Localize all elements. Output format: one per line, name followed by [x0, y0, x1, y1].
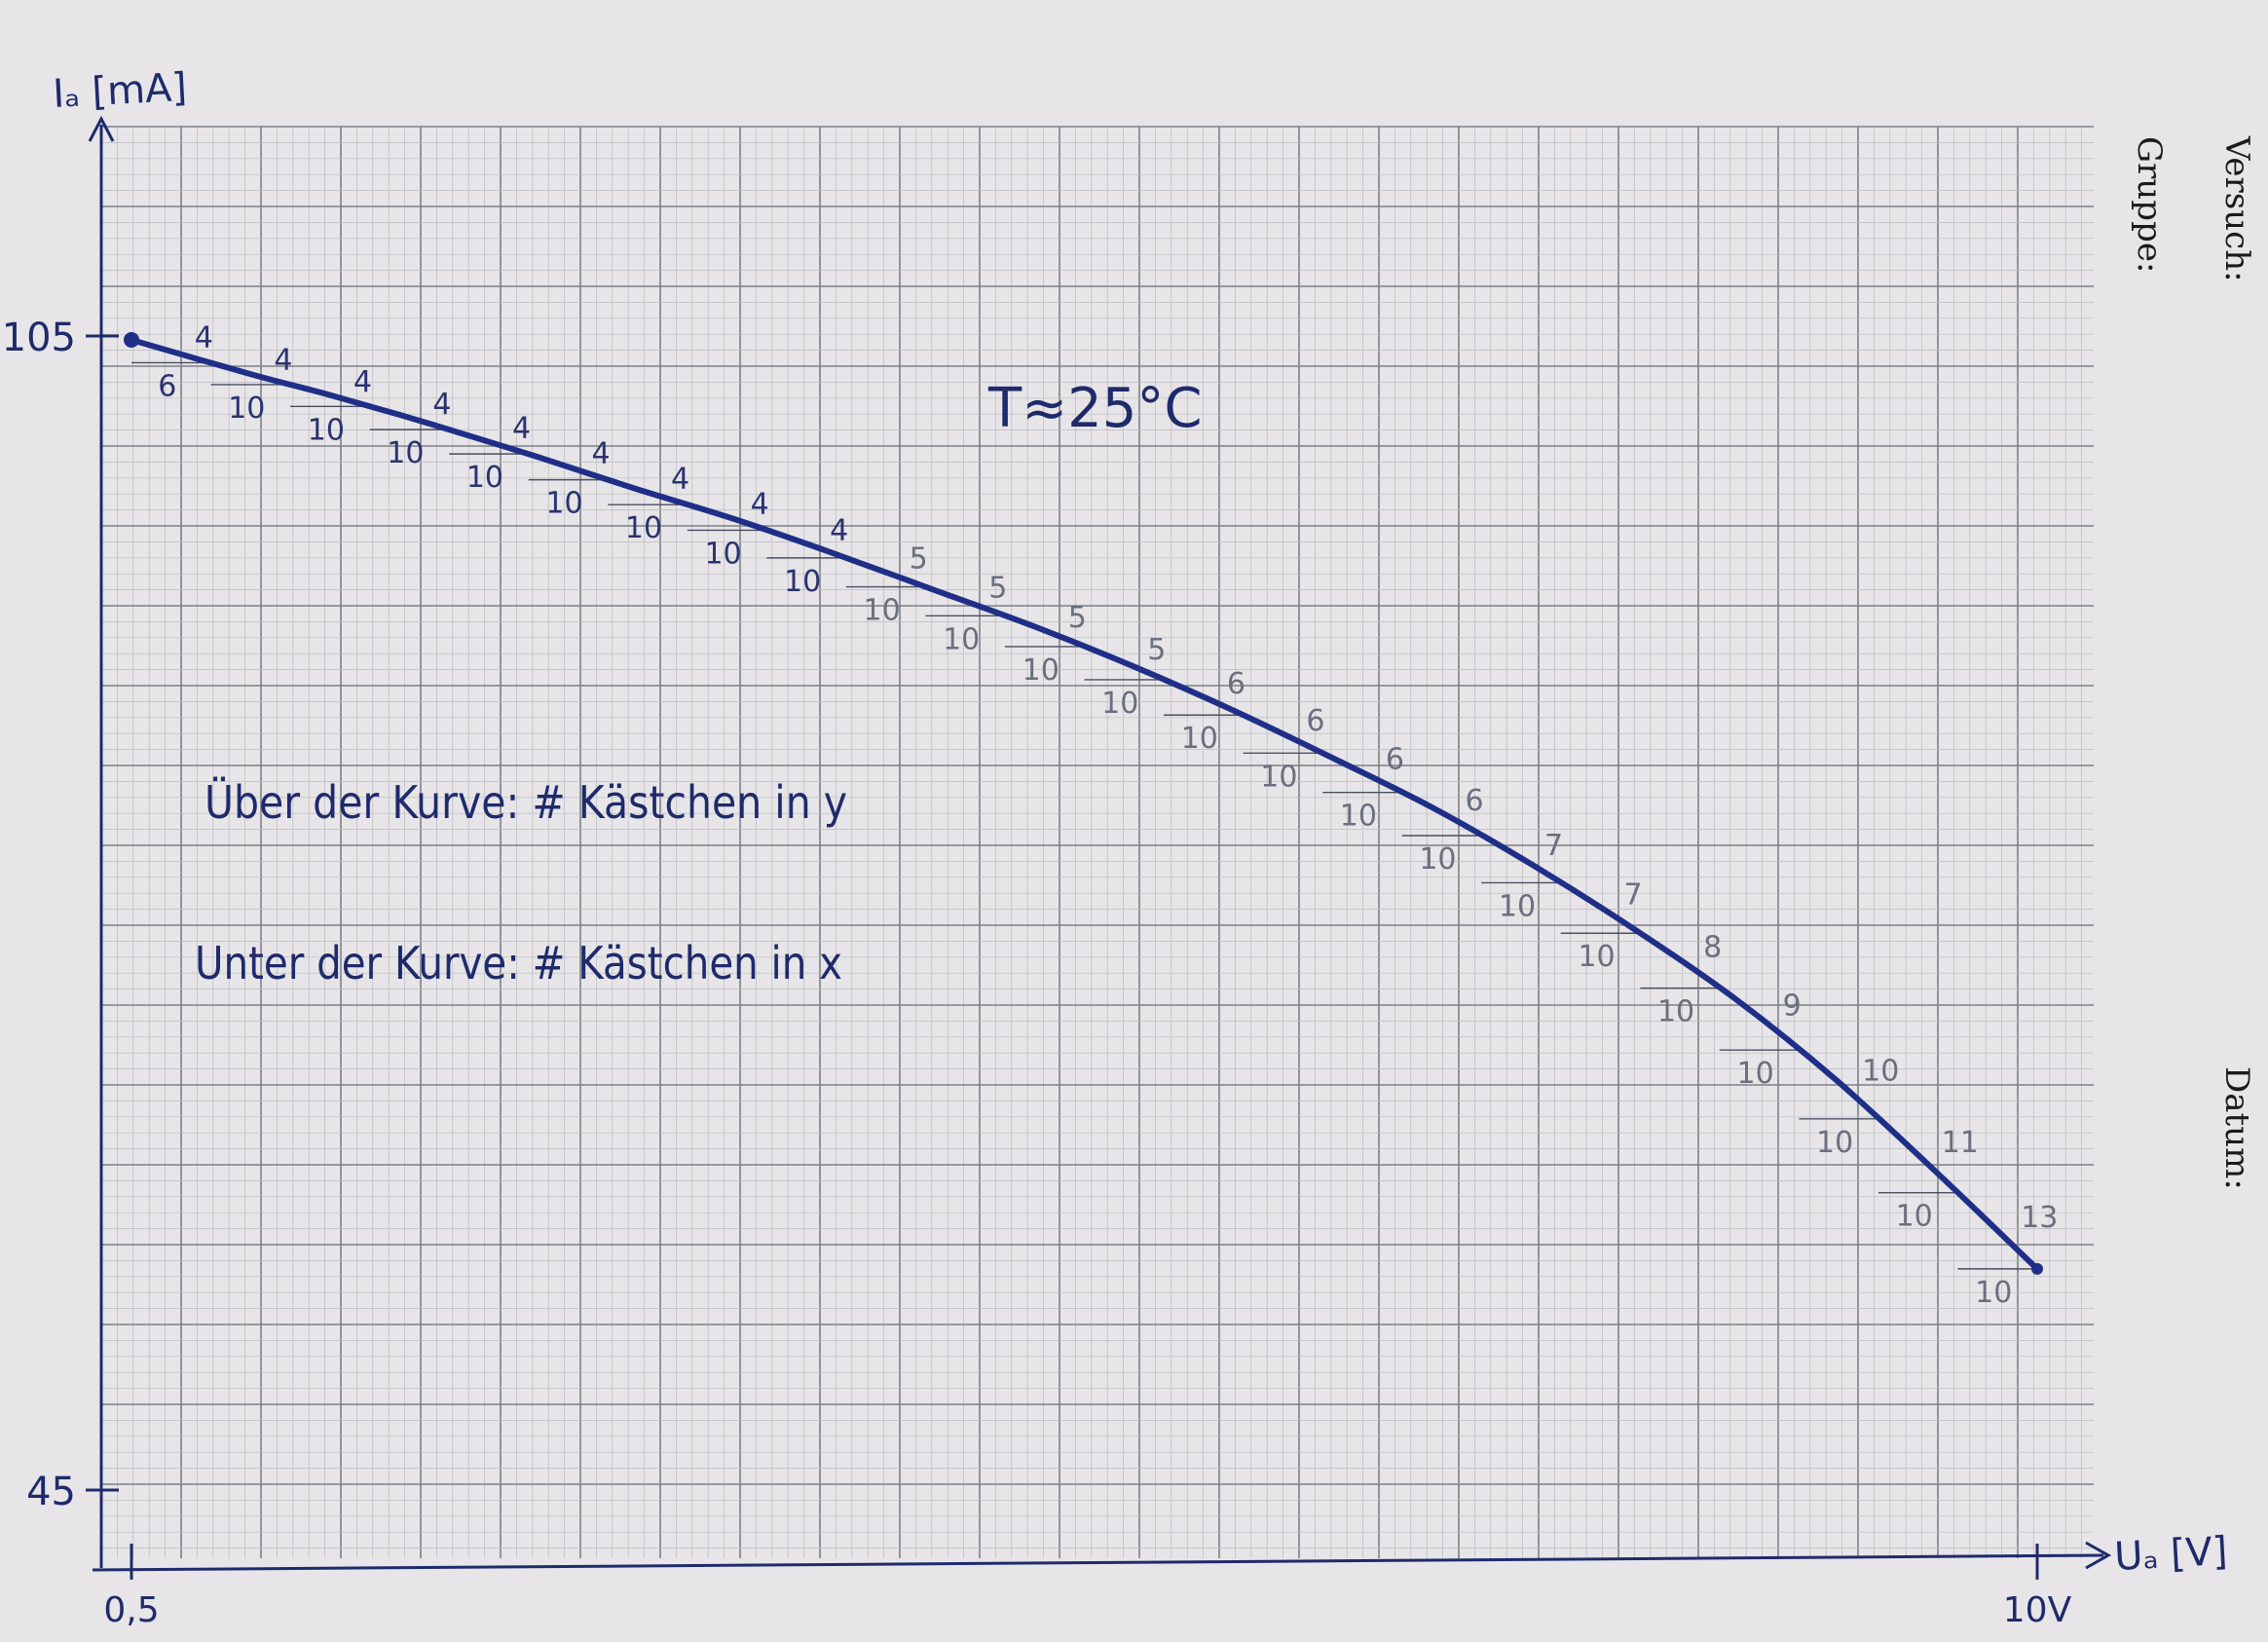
step-dx-label: 10 [308, 413, 345, 447]
step-dx-label: 10 [943, 622, 980, 656]
step-dx-label: 10 [1816, 1126, 1853, 1160]
x-tick-label: 0,5 [103, 1590, 159, 1630]
y-axis-label: Iₐ [mA] [52, 65, 188, 117]
step-dy-label: 4 [353, 365, 372, 399]
y-axis [88, 115, 115, 1568]
step-dy-label: 9 [1783, 989, 1802, 1023]
step-dx-label: 10 [1737, 1057, 1774, 1091]
step-dy-label: 6 [1465, 784, 1483, 818]
step-dx-label: 10 [1340, 800, 1377, 834]
step-dx-label: 6 [158, 369, 176, 403]
step-dy-label: 6 [1306, 704, 1324, 738]
temperature-annotation: T≈25°C [987, 377, 1203, 440]
versuch-label: Versuch: [2217, 135, 2256, 282]
step-dx-label: 10 [387, 436, 424, 470]
datum-label: Datum: [2217, 1066, 2256, 1190]
step-dx-label: 10 [1260, 760, 1297, 794]
step-dy-label: 4 [591, 436, 610, 470]
step-dx-label: 10 [1975, 1276, 2012, 1310]
step-dx-label: 10 [1657, 995, 1694, 1029]
step-dy-label: 4 [195, 321, 213, 355]
step-dy-label: 10 [1862, 1055, 1899, 1089]
step-dx-label: 10 [466, 461, 503, 495]
step-dy-label: 4 [512, 412, 531, 446]
step-dy-label: 4 [751, 487, 769, 521]
y-tick-label: 105 [2, 316, 76, 360]
step-dx-label: 10 [1419, 842, 1456, 877]
step-dx-label: 10 [1499, 889, 1536, 923]
step-dx-label: 10 [1101, 687, 1138, 721]
step-dy-label: 5 [1068, 601, 1087, 635]
step-dy-label: 5 [988, 571, 1007, 605]
gruppe-label: Gruppe: [2130, 136, 2169, 273]
step-dx-label: 10 [1022, 653, 1060, 688]
x-axis [92, 1541, 2112, 1572]
step-dx-label: 10 [1896, 1200, 1933, 1234]
step-dy-label: 4 [432, 388, 451, 422]
step-dy-label: 4 [671, 462, 689, 496]
step-dy-label: 7 [1624, 877, 1643, 912]
data-point-end [2031, 1262, 2043, 1275]
step-dx-label: 10 [864, 594, 901, 628]
step-dy-label: 6 [1227, 667, 1246, 701]
x-tick-label: 10V [2003, 1590, 2072, 1630]
note-below-curve: Unter der Kurve: # Kästchen in x [195, 937, 842, 989]
data-point-start [124, 331, 139, 348]
step-dx-label: 10 [545, 487, 582, 521]
step-dy-label: 4 [274, 344, 292, 378]
step-dx-label: 10 [784, 565, 821, 599]
step-dy-label: 4 [830, 514, 848, 548]
step-annotations: 4641041041041041041041041051051051051061… [131, 321, 2058, 1310]
x-axis-label: Uₐ [V] [2113, 1529, 2228, 1580]
step-dy-label: 5 [910, 542, 928, 577]
chart-grid [100, 126, 2094, 1558]
step-dy-label: 5 [1147, 633, 1166, 667]
step-dy-label: 13 [2021, 1201, 2058, 1235]
step-dx-label: 10 [704, 537, 741, 571]
step-dx-label: 10 [1181, 722, 1218, 756]
step-dx-label: 10 [1578, 940, 1615, 974]
step-dy-label: 8 [1703, 930, 1722, 964]
step-dx-label: 10 [228, 392, 265, 426]
note-above-curve: Über der Kurve: # Kästchen in y [204, 776, 847, 829]
step-dy-label: 6 [1386, 743, 1404, 777]
step-dy-label: 7 [1544, 829, 1563, 863]
data-curve [124, 331, 2043, 1275]
series-line [129, 336, 2040, 1272]
y-tick-label: 45 [26, 1470, 76, 1514]
step-dx-label: 10 [625, 511, 662, 545]
step-dy-label: 11 [1942, 1126, 1979, 1160]
